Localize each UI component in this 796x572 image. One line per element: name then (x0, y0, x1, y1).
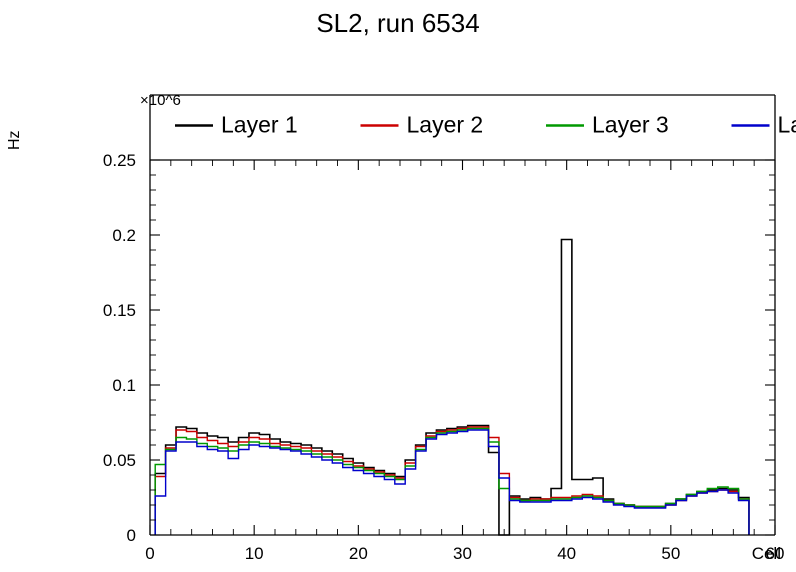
svg-text:50: 50 (661, 544, 680, 563)
svg-text:Layer 2: Layer 2 (407, 112, 484, 138)
y-axis-scale-label: ×10^6 (140, 92, 181, 109)
histogram-line-layer-3 (155, 429, 749, 536)
plot-area: 00.050.10.150.20.250 10 20 30 40 50 60 Layer 1… (0, 0, 796, 572)
data-series-layer (155, 240, 749, 536)
histogram-line-layer-4 (155, 430, 749, 535)
svg-text:0.25: 0.25 (103, 151, 136, 170)
histogram-line-layer-2 (155, 427, 749, 535)
histogram-line-layer-1 (155, 240, 749, 536)
svg-text:0: 0 (145, 544, 154, 563)
svg-text:0.2: 0.2 (112, 226, 136, 245)
svg-text:30: 30 (453, 544, 472, 563)
legend-box: Layer 1 Layer 2 Layer 3 Layer 4 (175, 112, 796, 138)
chart-root: SL2, run 6534 Hz ×10^6 Cell 0 0.05 0.1 0.15… (0, 0, 796, 572)
x-axis-label: Cell (752, 544, 781, 564)
chart-title: SL2, run 6534 (0, 8, 796, 39)
svg-text:10: 10 (245, 544, 264, 563)
svg-text:0: 0 (127, 526, 136, 545)
svg-text:40: 40 (557, 544, 576, 563)
svg-text:Layer 1: Layer 1 (221, 112, 298, 138)
svg-text:0.15: 0.15 (103, 301, 136, 320)
y-axis-label: Hz (6, 130, 24, 150)
svg-text:20: 20 (349, 544, 368, 563)
axis-layer: 00.050.10.150.20.250 10 20 30 40 50 60 (103, 95, 785, 563)
svg-text:Layer 3: Layer 3 (592, 112, 669, 138)
svg-text:Layer 4: Layer 4 (778, 112, 796, 138)
svg-text:0.1: 0.1 (112, 376, 136, 395)
svg-text:0.05: 0.05 (103, 451, 136, 470)
